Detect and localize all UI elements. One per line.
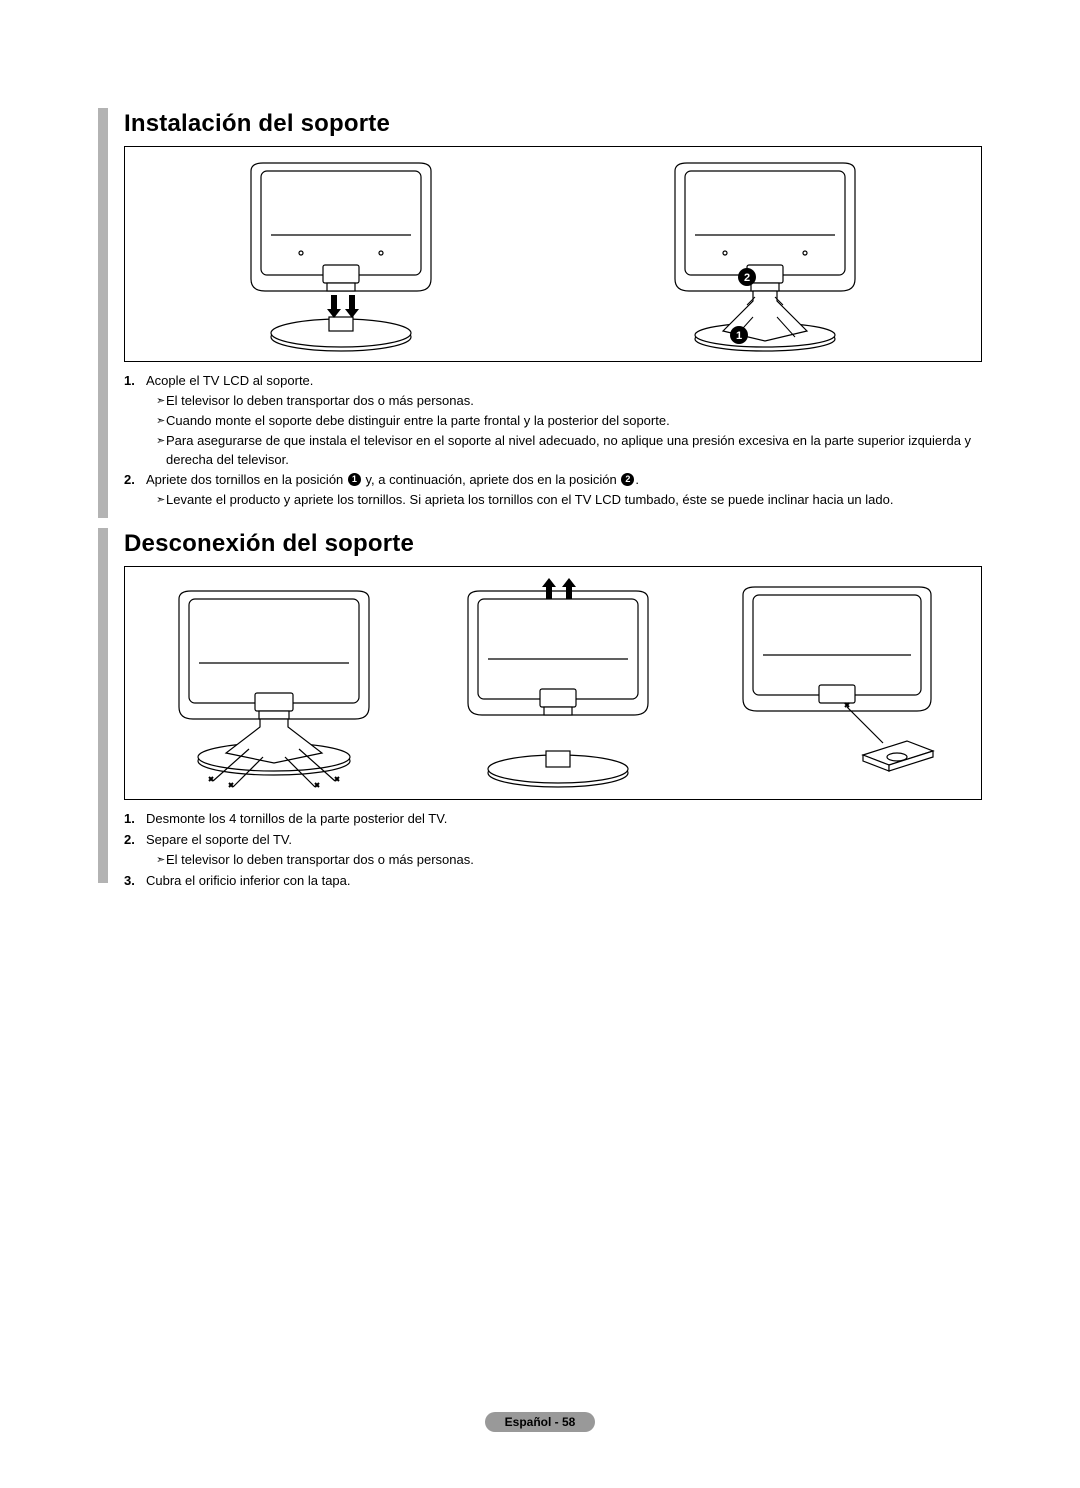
list-item: 2. Separe el soporte del TV. El televiso… xyxy=(124,831,982,870)
svg-text:1: 1 xyxy=(736,330,742,342)
note-icon xyxy=(146,432,166,470)
list-item: 2. Apriete dos tornillos en la posición … xyxy=(124,471,982,510)
note-icon xyxy=(146,412,166,431)
section1-figure: 2 1 xyxy=(124,146,982,362)
section2-text: 1. Desmonte los 4 tornillos de la parte … xyxy=(124,810,982,890)
section1-text: 1. Acople el TV LCD al soporte. El telev… xyxy=(124,372,982,510)
note-icon xyxy=(146,851,166,870)
section-bar xyxy=(98,108,108,518)
svg-text:2: 2 xyxy=(744,272,750,284)
section-bar xyxy=(98,528,108,883)
callout-2: 2 xyxy=(621,473,634,486)
note-icon xyxy=(146,491,166,510)
note-icon xyxy=(146,392,166,411)
section1-title: Instalación del soporte xyxy=(124,108,982,144)
page-number-badge: Español - 58 xyxy=(485,1412,596,1432)
section2-figure xyxy=(124,566,982,800)
callout-1: 1 xyxy=(348,473,361,486)
section2-title: Desconexión del soporte xyxy=(124,528,982,564)
list-item: 1. Desmonte los 4 tornillos de la parte … xyxy=(124,810,982,829)
list-item: 1. Acople el TV LCD al soporte. El telev… xyxy=(124,372,982,469)
list-item: 3. Cubra el orificio inferior con la tap… xyxy=(124,872,982,891)
page-footer: Español - 58 xyxy=(0,1412,1080,1432)
